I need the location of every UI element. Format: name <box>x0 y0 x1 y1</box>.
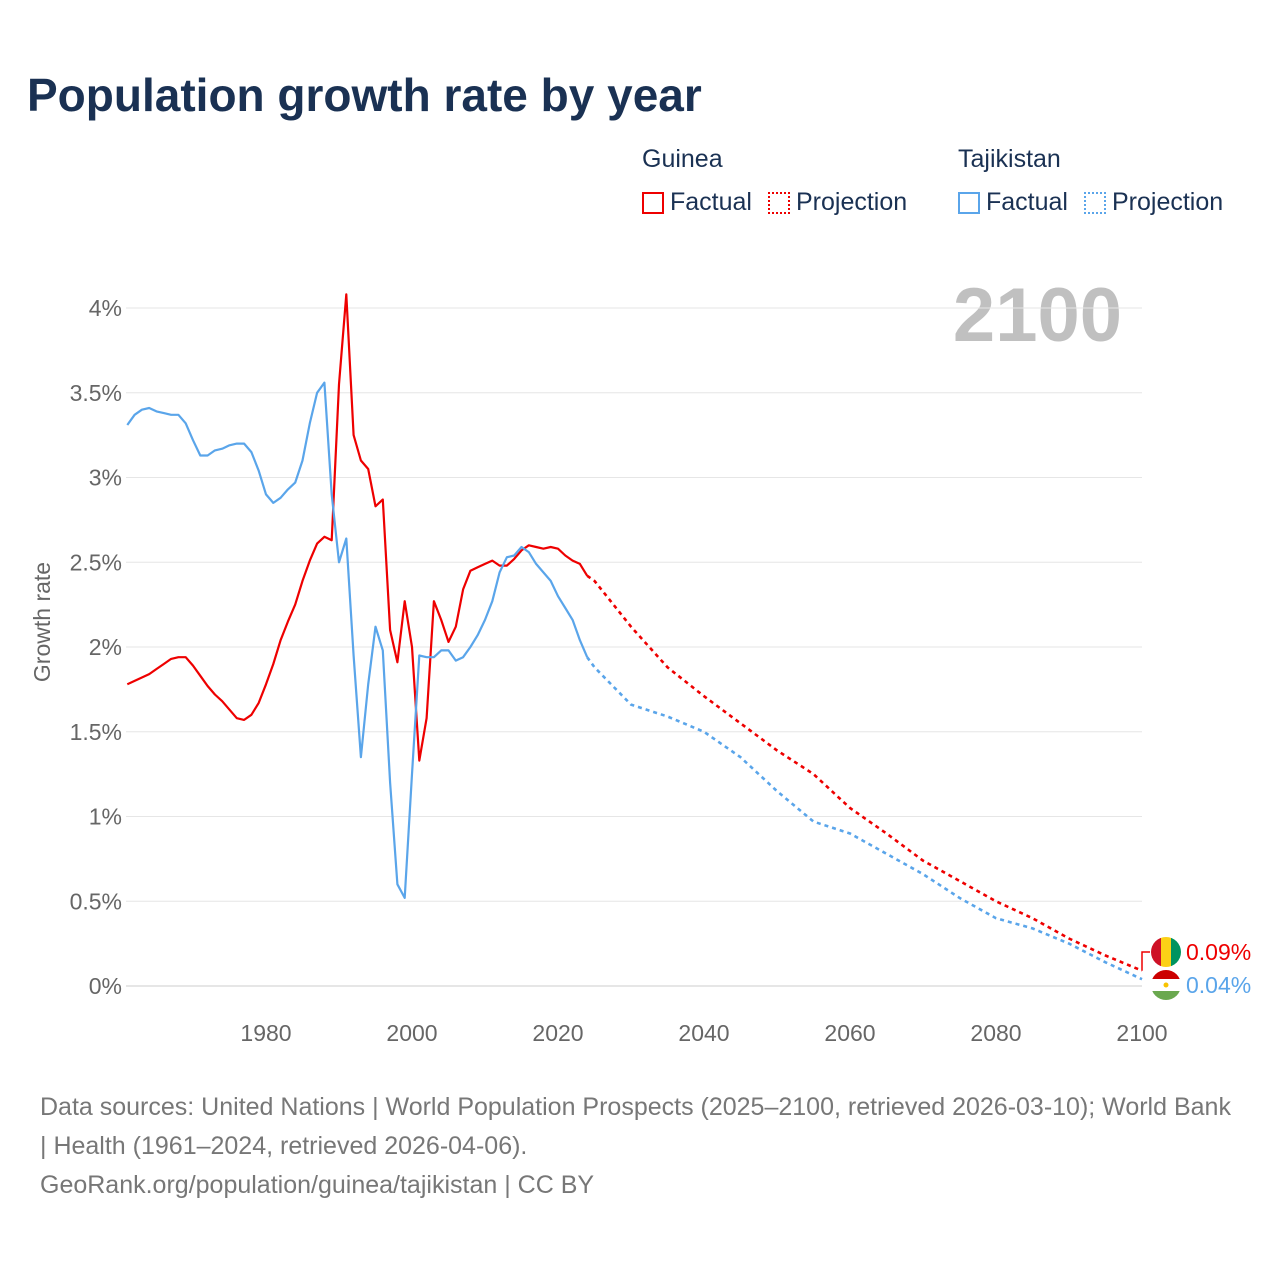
x-tick-label: 2080 <box>970 1020 1021 1046</box>
source-line: Data sources: United Nations | World Pop… <box>40 1093 1231 1160</box>
y-tick-label: 1% <box>89 804 122 830</box>
y-tick-label: 1.5% <box>70 719 122 745</box>
legend-country: Tajikistan <box>958 145 1061 173</box>
legend-item-tajikistan-factual[interactable]: Factual <box>958 188 1068 217</box>
current-year-label: 2100 <box>952 273 1122 358</box>
source-link[interactable]: GeoRank.org/population/guinea/tajikistan… <box>40 1171 595 1199</box>
source-note: Data sources: United Nations | World Pop… <box>40 1088 1240 1205</box>
x-tick-label: 2100 <box>1116 1020 1167 1046</box>
end-leader-line <box>1141 951 1150 971</box>
y-tick-label: 2.5% <box>70 549 122 575</box>
series-line-tajikistan-factual <box>126 381 589 900</box>
legend-label: Factual <box>986 188 1068 216</box>
legend-label: Factual <box>670 188 752 216</box>
x-tick-label: 2000 <box>386 1020 437 1046</box>
y-tick-label: 0.5% <box>70 888 122 914</box>
x-tick-label: 2020 <box>532 1020 583 1046</box>
x-tick-label: 2060 <box>824 1020 875 1046</box>
legend-group-tajikistan: Tajikistan Factual Projection <box>958 145 1223 217</box>
legend-item-guinea-factual[interactable]: Factual <box>642 188 752 217</box>
dotted-swatch-icon <box>1083 191 1106 214</box>
flag-crown <box>1163 982 1169 988</box>
flag-stripe <box>1151 937 1161 967</box>
solid-swatch-icon <box>642 191 664 214</box>
x-tick-label: 1980 <box>240 1020 291 1046</box>
y-tick-label: 0% <box>89 973 122 999</box>
y-tick-label: 3.5% <box>70 380 122 406</box>
legend-label: Projection <box>795 188 908 216</box>
guinea-flag-icon <box>1151 937 1181 967</box>
legend-label: Projection <box>1111 188 1224 216</box>
series-line-guinea-projection <box>586 574 1143 972</box>
dotted-swatch-icon <box>767 191 790 214</box>
legend-group-guinea: Guinea Factual Projection <box>642 145 907 217</box>
x-tick-label: 2040 <box>678 1020 729 1046</box>
end-value-label-tajikistan: 0.04% <box>1186 972 1251 998</box>
chart-title: Population growth rate by year <box>27 69 702 121</box>
series-line-tajikistan-projection <box>586 656 1143 981</box>
solid-swatch-icon <box>958 191 980 214</box>
legend-item-tajikistan-projection[interactable]: Projection <box>1083 188 1224 217</box>
tajikistan-flag-icon <box>1151 970 1181 1000</box>
series-line-guinea-factual <box>126 293 589 762</box>
y-tick-label: 2% <box>89 634 122 660</box>
flag-stripe <box>1151 970 1181 979</box>
end-value-label-guinea: 0.09% <box>1186 939 1251 965</box>
y-axis-label: Growth rate <box>29 562 55 682</box>
legend-item-guinea-projection[interactable]: Projection <box>767 188 908 217</box>
flag-stripe <box>1171 937 1181 967</box>
flag-stripe <box>1151 991 1181 1000</box>
y-tick-label: 4% <box>89 295 122 321</box>
flag-stripe <box>1161 937 1171 967</box>
y-tick-label: 3% <box>89 465 122 491</box>
legend-country: Guinea <box>642 145 723 173</box>
